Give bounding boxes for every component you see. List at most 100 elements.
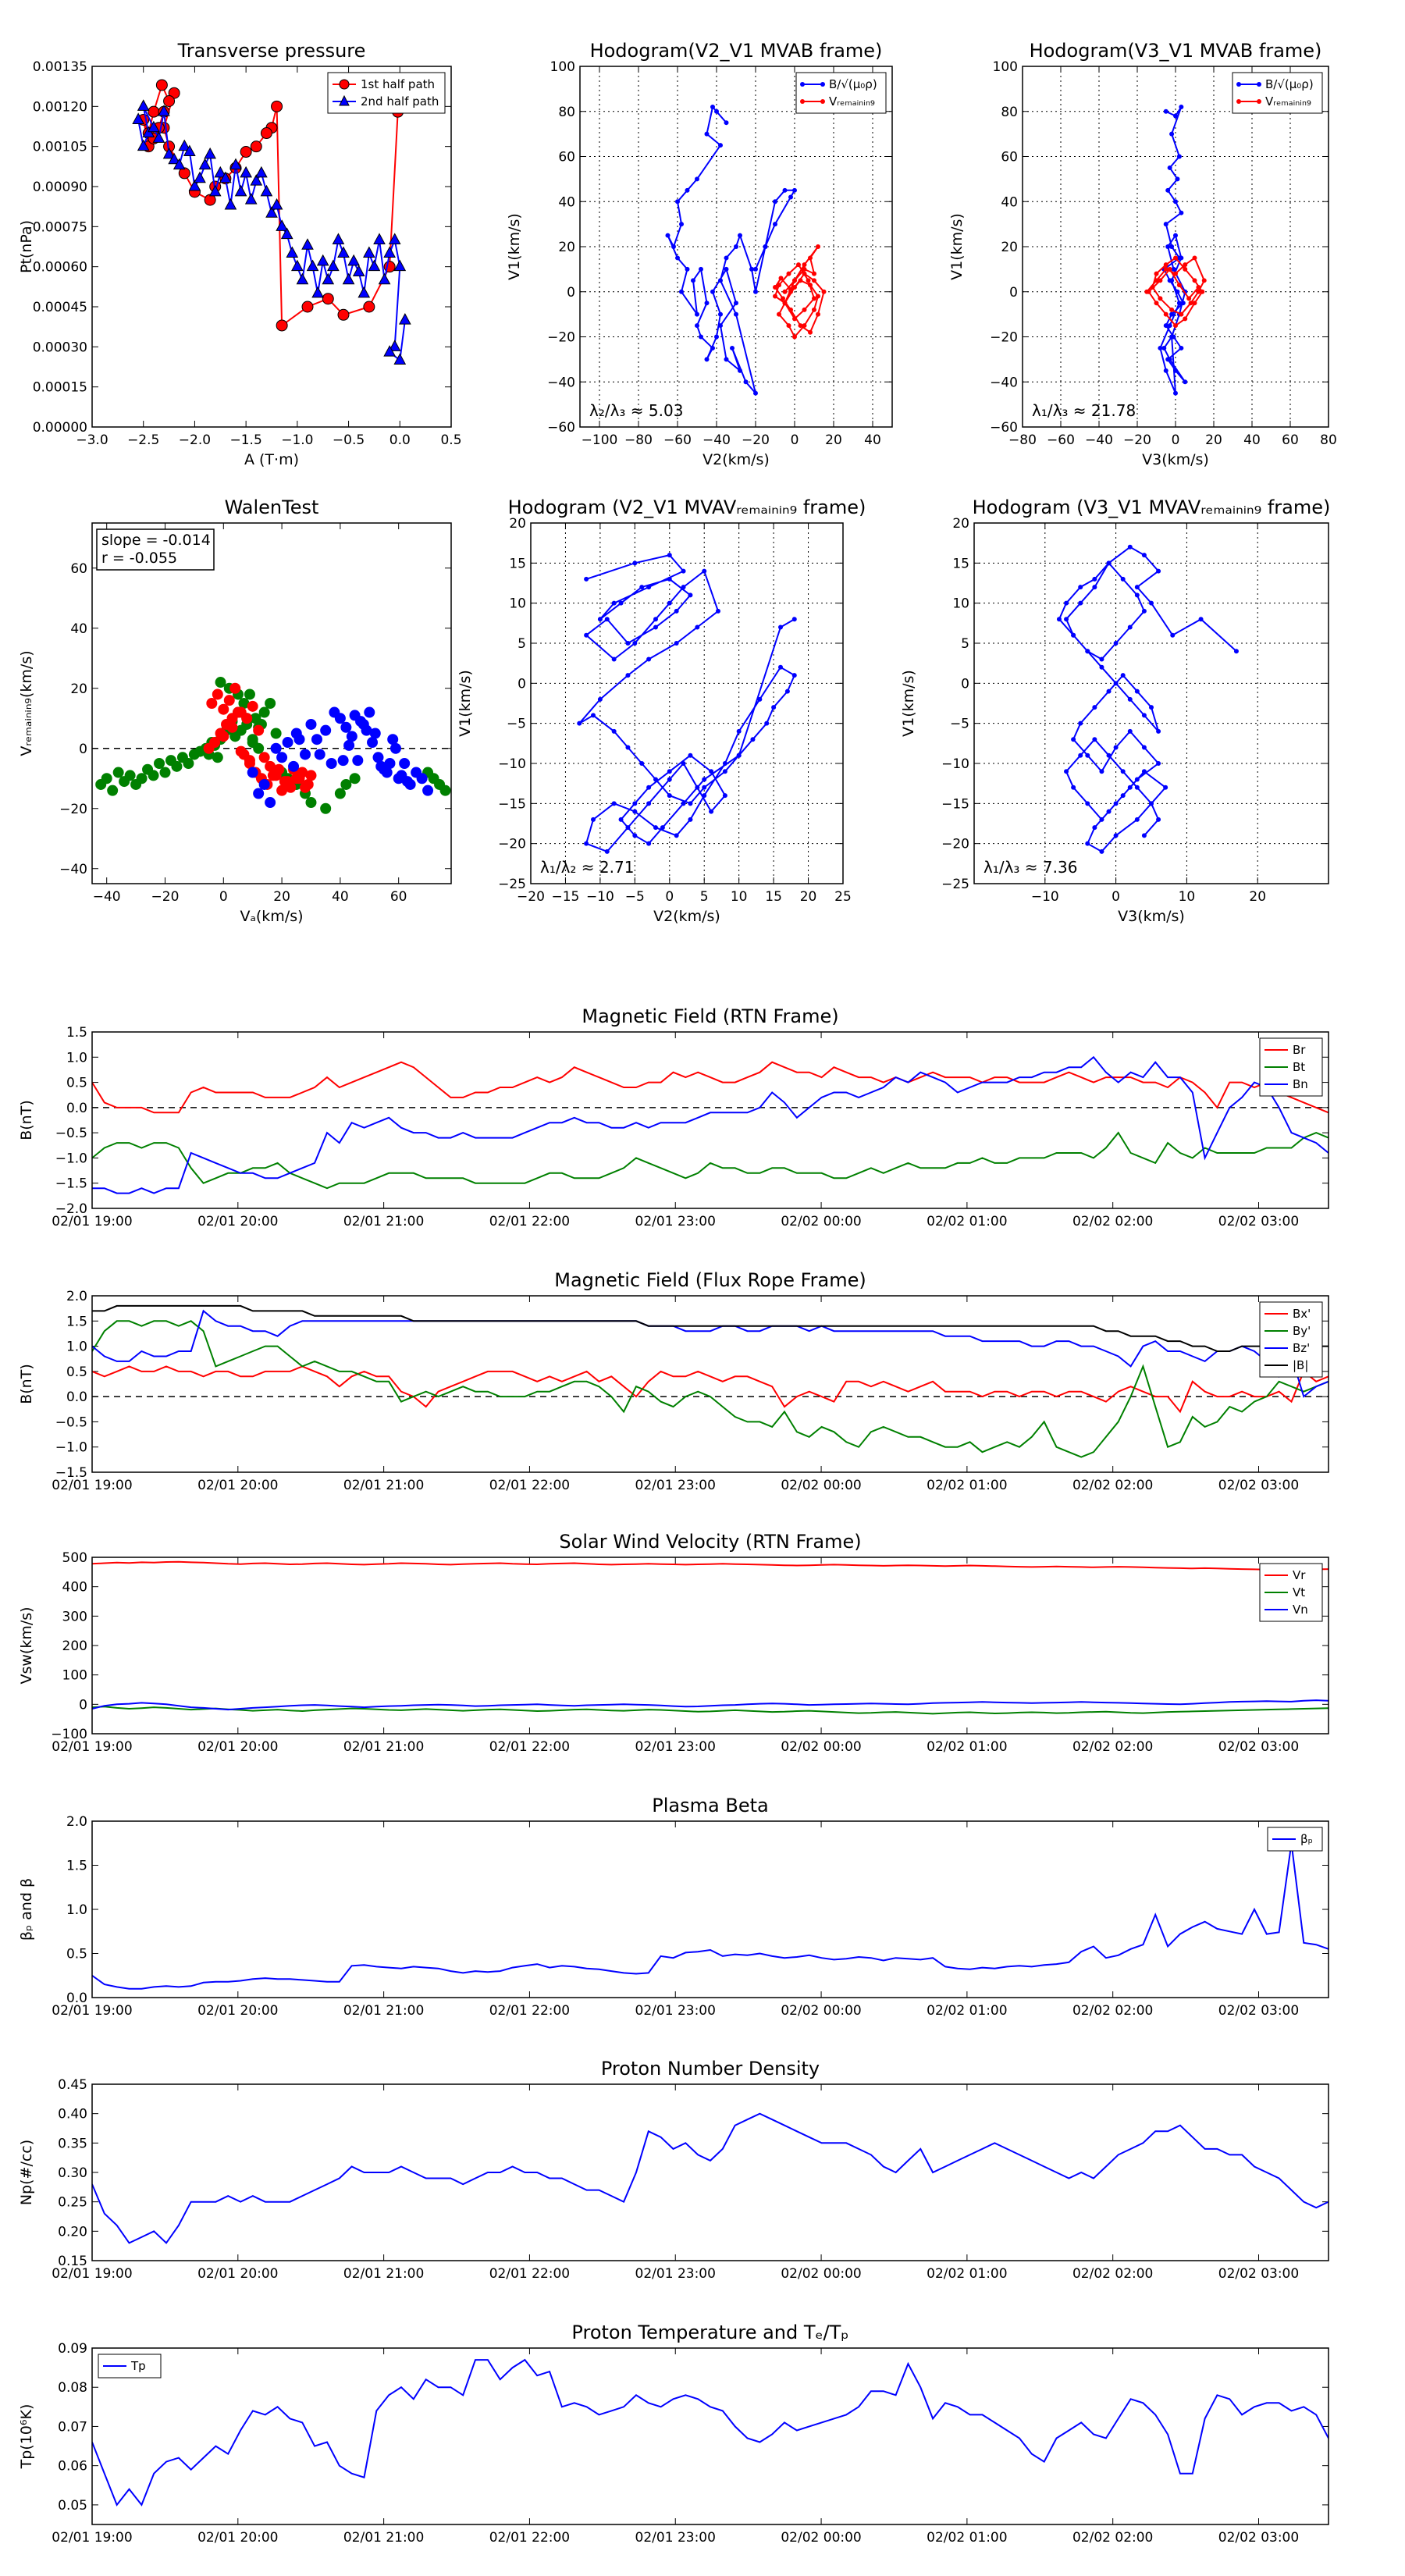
data-point xyxy=(101,773,112,785)
data-point xyxy=(632,641,638,646)
data-point xyxy=(215,677,226,688)
data-point xyxy=(378,272,391,285)
data-point xyxy=(393,259,407,272)
y-tick-label: 100 xyxy=(62,1668,87,1684)
y-tick-label: 0.00120 xyxy=(33,99,87,115)
data-point xyxy=(158,105,170,116)
plot-frame xyxy=(91,2083,1329,2261)
data-point xyxy=(1085,841,1090,846)
data-point xyxy=(1134,777,1140,782)
y-tick-label: 2.0 xyxy=(66,1814,87,1830)
x-tick-label: 02/01 21:00 xyxy=(343,2530,424,2546)
data-point xyxy=(773,284,777,290)
data-point xyxy=(1134,585,1140,590)
chart-title: Proton Number Density xyxy=(601,2058,820,2080)
data-point xyxy=(611,600,617,606)
data-point xyxy=(702,568,707,574)
x-tick-label: −60 xyxy=(663,432,692,448)
proton-temperature-panel: Proton Temperature and Tₑ/Tₚ 0.05 0.06 0.07… xyxy=(18,2322,1329,2546)
x-tick-label: 02/01 20:00 xyxy=(197,1739,278,1755)
data-point xyxy=(416,773,428,785)
plot-area xyxy=(92,2358,1329,2507)
data-point xyxy=(276,319,288,332)
data-point xyxy=(247,767,258,778)
data-point xyxy=(250,141,262,153)
x-tick-label: 02/01 21:00 xyxy=(343,1214,424,1229)
y-axis-label: Tp(10⁶K) xyxy=(18,2404,35,2470)
data-point xyxy=(384,758,396,769)
y-tick-label: 0.07 xyxy=(58,2419,87,2435)
legend-label: Vᵣₑₘₐᵢₙᵢₙ₉ xyxy=(1265,94,1311,109)
data-point xyxy=(1165,244,1171,249)
data-point xyxy=(247,700,258,712)
x-tick-label: 02/01 22:00 xyxy=(489,1214,570,1229)
data-point xyxy=(1092,737,1097,742)
data-point xyxy=(1056,617,1062,622)
data-point xyxy=(1099,849,1104,854)
data-point xyxy=(653,617,658,622)
data-point xyxy=(1092,585,1097,590)
data-point xyxy=(685,187,690,193)
data-point xyxy=(265,206,278,218)
data-point xyxy=(738,368,742,373)
legend: 1st half path 2nd half path xyxy=(327,72,446,114)
data-point xyxy=(1149,705,1154,710)
y-tick-label: −1.5 xyxy=(55,1465,87,1481)
x-tick-label: 02/01 23:00 xyxy=(635,2003,716,2019)
legend: βₚ xyxy=(1267,1827,1323,1852)
data-point xyxy=(1167,323,1172,329)
x-tick-label: −20 xyxy=(151,889,180,905)
x-tick-label: 02/02 03:00 xyxy=(1218,2003,1299,2019)
data-point xyxy=(270,742,282,754)
data-point xyxy=(1150,284,1155,290)
y-tick-label: 0.40 xyxy=(58,2107,87,2122)
data-point xyxy=(1179,345,1184,350)
data-point xyxy=(132,112,144,124)
data-point xyxy=(685,266,690,272)
y-tick-label: 0.0 xyxy=(66,1991,87,2006)
data-point xyxy=(718,278,723,283)
y-tick-label: 300 xyxy=(62,1609,87,1624)
data-point xyxy=(1186,296,1192,301)
y-tick-label: −15 xyxy=(498,796,526,812)
data-point xyxy=(1176,283,1182,288)
chart-title: Proton Temperature and Tₑ/Tₚ xyxy=(571,2322,848,2343)
y-tick-label: −20 xyxy=(990,330,1018,346)
x-axis-label: V2(km/s) xyxy=(702,451,770,468)
plot-frame xyxy=(91,1031,1329,1209)
data-point xyxy=(1064,617,1069,622)
data-point xyxy=(718,311,723,317)
series-unnamed-0-line xyxy=(578,553,796,853)
data-point xyxy=(305,770,317,781)
data-point xyxy=(802,323,807,329)
y-tick-label: 0.09 xyxy=(58,2341,87,2357)
x-tick-label: −10 xyxy=(586,889,614,905)
data-point xyxy=(1154,301,1159,306)
x-tick-label: −40 xyxy=(1085,432,1113,448)
data-point xyxy=(674,608,679,614)
data-point xyxy=(816,294,820,299)
data-point xyxy=(722,769,727,774)
data-point xyxy=(791,617,797,622)
y-tick-label: 0.00105 xyxy=(33,140,87,155)
x-tick-label: 02/01 20:00 xyxy=(197,2266,278,2282)
y-axis-label: B(nT) xyxy=(18,1100,35,1140)
series-named-0-line xyxy=(92,2112,1329,2244)
data-point xyxy=(702,785,707,790)
data-point xyxy=(1146,289,1151,294)
y-tick-label: 0.05 xyxy=(58,2498,87,2514)
x-tick-label: −40 xyxy=(93,889,121,905)
data-point xyxy=(320,802,332,814)
data-point xyxy=(710,289,715,294)
y-tick-label: 0 xyxy=(518,676,526,692)
data-point xyxy=(1163,311,1168,317)
x-tick-label: 02/02 02:00 xyxy=(1072,2530,1153,2546)
y-tick-label: −20 xyxy=(498,837,526,852)
data-point xyxy=(1078,600,1083,606)
x-tick-label: 02/02 00:00 xyxy=(781,2530,861,2546)
data-point xyxy=(280,227,293,240)
data-point xyxy=(340,721,352,733)
data-point xyxy=(1078,753,1083,758)
data-point xyxy=(383,345,396,357)
series-named-0-line xyxy=(142,83,399,327)
